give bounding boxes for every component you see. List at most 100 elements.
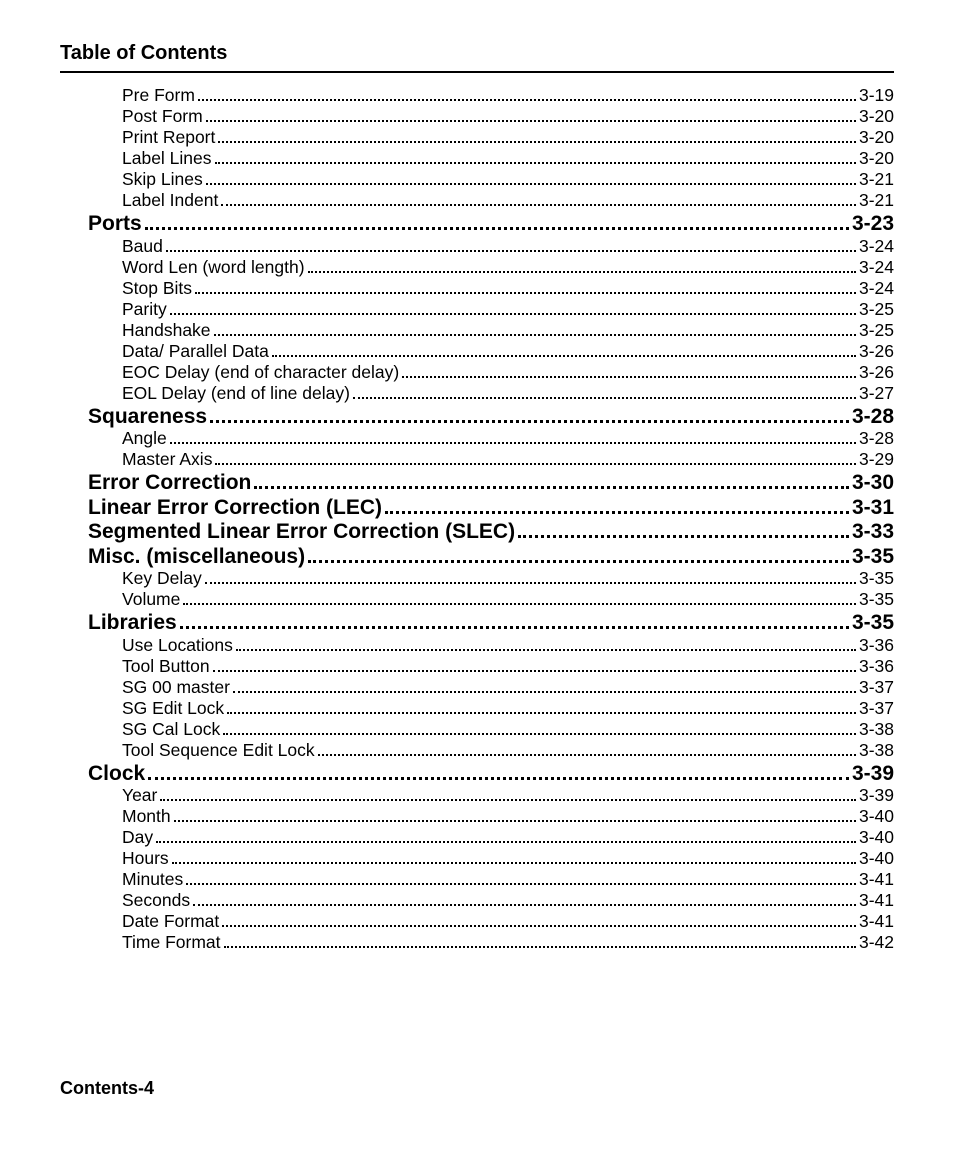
toc-page-number: 3-31 [852, 497, 894, 518]
toc-row[interactable]: Clock3-39 [88, 763, 894, 784]
toc-row[interactable]: Day 3-40 [88, 829, 894, 847]
toc-leader [254, 486, 849, 489]
toc-row[interactable]: Volume3-35 [88, 591, 894, 609]
toc-leader [402, 376, 856, 378]
toc-page-number: 3-39 [859, 787, 894, 805]
toc-page-number: 3-41 [859, 892, 894, 910]
toc-row[interactable]: Ports3-23 [88, 213, 894, 234]
toc-label: Label Lines [122, 150, 212, 168]
toc-row[interactable]: Stop Bits3-24 [88, 280, 894, 298]
toc-row[interactable]: Pre Form3-19 [88, 87, 894, 105]
toc-label: Year [122, 787, 157, 805]
toc-row[interactable]: Minutes3-41 [88, 871, 894, 889]
toc-row[interactable]: SG Edit Lock3-37 [88, 700, 894, 718]
toc-row[interactable]: Post Form3-20 [88, 108, 894, 126]
toc-row[interactable]: SG Cal Lock 3-38 [88, 721, 894, 739]
toc-leader [193, 904, 856, 906]
toc-page-number: 3-24 [859, 259, 894, 277]
toc-leader [186, 883, 856, 885]
toc-leader [215, 463, 856, 465]
toc-page-number: 3-28 [859, 430, 894, 448]
toc-page-number: 3-24 [859, 238, 894, 256]
toc-label: Master Axis [122, 451, 212, 469]
toc-row[interactable]: Date Format3-41 [88, 913, 894, 931]
toc-page-number: 3-35 [852, 612, 894, 633]
toc-leader [206, 120, 856, 122]
toc-label: Data/ Parallel Data [122, 343, 269, 361]
toc-leader [223, 733, 856, 735]
toc-leader [180, 626, 849, 629]
toc-page-number: 3-37 [859, 679, 894, 697]
toc-row[interactable]: Tool Button3-36 [88, 658, 894, 676]
toc-row[interactable]: Key Delay3-35 [88, 570, 894, 588]
toc-leader [218, 141, 856, 143]
toc-leader [222, 925, 856, 927]
toc-row[interactable]: EOL Delay (end of line delay)3-27 [88, 385, 894, 403]
toc-page-number: 3-26 [859, 364, 894, 382]
toc-label: EOL Delay (end of line delay) [122, 385, 350, 403]
toc-row[interactable]: EOC Delay (end of character delay) 3-26 [88, 364, 894, 382]
toc-leader [160, 799, 856, 801]
toc-label: Print Report [122, 129, 215, 147]
toc-row[interactable]: Parity3-25 [88, 301, 894, 319]
toc-label: Squareness [88, 406, 207, 427]
toc-row[interactable]: Handshake3-25 [88, 322, 894, 340]
toc-page-number: 3-41 [859, 913, 894, 931]
toc-leader [183, 603, 856, 605]
toc-leader [198, 99, 856, 101]
toc-leader [308, 271, 856, 273]
toc-row[interactable]: Use Locations3-36 [88, 637, 894, 655]
toc-page-number: 3-20 [859, 150, 894, 168]
toc-page-number: 3-26 [859, 343, 894, 361]
toc-row[interactable]: Segmented Linear Error Correction (SLEC)… [88, 521, 894, 542]
toc-label: Linear Error Correction (LEC) [88, 497, 382, 518]
toc-leader [308, 560, 849, 563]
toc-row[interactable]: Label Lines 3-20 [88, 150, 894, 168]
toc-page-number: 3-40 [859, 829, 894, 847]
toc-leader [206, 183, 856, 185]
toc-page-number: 3-20 [859, 108, 894, 126]
toc-row[interactable]: Month3-40 [88, 808, 894, 826]
toc-row[interactable]: Libraries3-35 [88, 612, 894, 633]
toc-leader [518, 535, 849, 538]
toc-page-number: 3-21 [859, 171, 894, 189]
toc-row[interactable]: Skip Lines3-21 [88, 171, 894, 189]
toc-leader [170, 313, 856, 315]
toc-row[interactable]: Time Format3-42 [88, 934, 894, 952]
toc-page-number: 3-30 [852, 472, 894, 493]
toc-page-number: 3-38 [859, 721, 894, 739]
toc-leader [215, 162, 856, 164]
toc-row[interactable]: Misc. (miscellaneous)3-35 [88, 546, 894, 567]
toc-label: Month [122, 808, 171, 826]
toc-row[interactable]: Angle3-28 [88, 430, 894, 448]
toc-row[interactable]: Data/ Parallel Data 3-26 [88, 343, 894, 361]
toc-row[interactable]: SG 00 master3-37 [88, 679, 894, 697]
toc-row[interactable]: Error Correction3-30 [88, 472, 894, 493]
toc-row[interactable]: Year 3-39 [88, 787, 894, 805]
toc-row[interactable]: Seconds3-41 [88, 892, 894, 910]
toc-label: Day [122, 829, 153, 847]
toc-row[interactable]: Tool Sequence Edit Lock3-38 [88, 742, 894, 760]
toc-label: SG Cal Lock [122, 721, 220, 739]
toc-row[interactable]: Baud3-24 [88, 238, 894, 256]
toc-label: EOC Delay (end of character delay) [122, 364, 399, 382]
toc-leader [221, 204, 856, 206]
toc-leader [272, 355, 856, 357]
toc-row[interactable]: Print Report3-20 [88, 129, 894, 147]
toc-row[interactable]: Master Axis3-29 [88, 451, 894, 469]
toc-row[interactable]: Linear Error Correction (LEC) 3-31 [88, 497, 894, 518]
page: Table of Contents Pre Form3-19Post Form3… [0, 0, 954, 1159]
toc-page-number: 3-37 [859, 700, 894, 718]
toc-page-number: 3-35 [852, 546, 894, 567]
toc-label: Word Len (word length) [122, 259, 305, 277]
toc-leader [156, 841, 856, 843]
toc-row[interactable]: Squareness 3-28 [88, 406, 894, 427]
toc-row[interactable]: Hours3-40 [88, 850, 894, 868]
toc-leader [145, 227, 849, 230]
toc-label: Tool Button [122, 658, 210, 676]
toc-page-number: 3-38 [859, 742, 894, 760]
toc-row[interactable]: Word Len (word length) 3-24 [88, 259, 894, 277]
toc-page-number: 3-39 [852, 763, 894, 784]
toc-page-number: 3-28 [852, 406, 894, 427]
toc-row[interactable]: Label Indent3-21 [88, 192, 894, 210]
